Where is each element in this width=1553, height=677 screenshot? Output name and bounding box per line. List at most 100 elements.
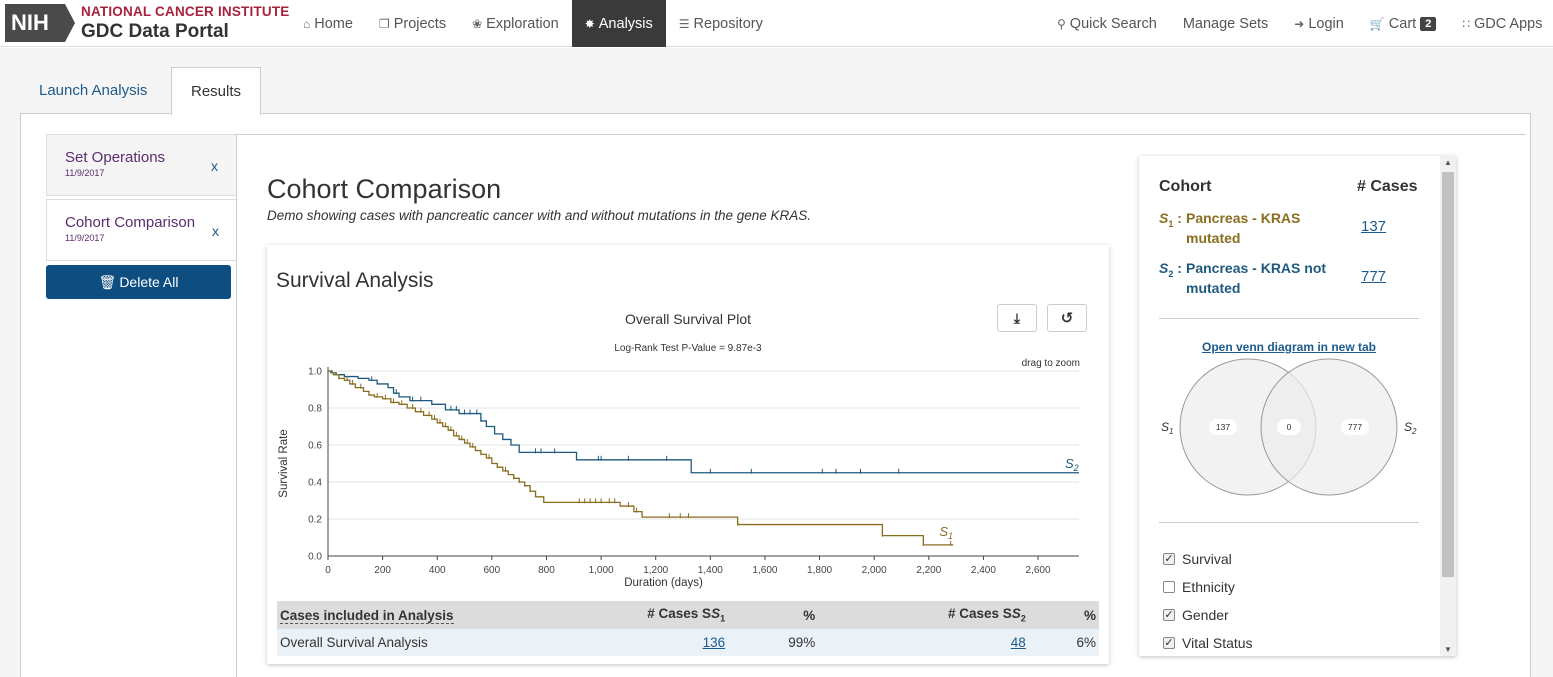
checkbox-checked-icon[interactable]: ✓ — [1163, 637, 1175, 649]
close-icon[interactable]: x — [211, 158, 218, 174]
analysis-icon: ✸ — [584, 16, 595, 31]
delete-all-label: Delete All — [119, 274, 179, 290]
checkbox-unchecked-icon[interactable] — [1163, 581, 1175, 593]
log-rank-pvalue: Log-Rank Test P-Value = 9.87e-3 — [614, 343, 762, 354]
checkbox-checked-icon[interactable]: ✓ — [1163, 553, 1175, 565]
divider — [1159, 522, 1419, 523]
x-tick-label: 1,200 — [643, 565, 668, 576]
checkbox-label: Survival — [1182, 551, 1232, 567]
cart-icon: 🛒 — [1369, 16, 1385, 31]
row-label: Overall Survival Analysis — [277, 629, 638, 656]
scrollbar-thumb[interactable] — [1442, 172, 1454, 577]
scroll-up-icon[interactable]: ▲ — [1444, 158, 1452, 167]
logo-gdc-text: GDC Data Portal — [81, 20, 229, 42]
y-tick-label: 1.0 — [308, 367, 322, 378]
right-nav: ⚲ Quick Search Manage Sets ➜ Login 🛒 Car… — [1044, 0, 1546, 47]
main-nav: ⌂ Home ❐ Projects ❀ Exploration ✸ Analys… — [290, 0, 776, 47]
nav-exploration[interactable]: ❀ Exploration — [459, 0, 572, 47]
nav-analysis-label: Analysis — [598, 15, 653, 32]
x-tick-label: 400 — [429, 565, 446, 576]
tab-launch-analysis[interactable]: Launch Analysis — [39, 82, 148, 99]
survival-plot[interactable]: 0.0 0.2 0.4 0.6 0.8 1.0 0 200 400 600 800 1,000 1,20… — [267, 245, 1109, 601]
y-tick-label: 0.0 — [308, 552, 322, 563]
nav-projects-label: Projects — [393, 15, 447, 32]
cohort-s2-count-link[interactable]: 777 — [1361, 268, 1387, 285]
checkbox-ethnicity[interactable]: Ethnicity — [1163, 579, 1235, 595]
nav-repository-label: Repository — [693, 15, 763, 32]
s2-percent: 6% — [1028, 629, 1099, 656]
venn-count-s2: 777 — [1348, 422, 1362, 432]
x-tick-label: 800 — [538, 565, 555, 576]
search-icon: ⚲ — [1057, 16, 1066, 31]
nav-repository[interactable]: ☰ Repository — [666, 0, 776, 47]
tab-results[interactable]: Results — [171, 67, 262, 115]
s1-cases-link[interactable]: 136 — [702, 635, 726, 650]
plot-title: Overall Survival Plot — [624, 311, 752, 327]
checkbox-gender[interactable]: ✓ Gender — [1163, 607, 1229, 623]
cart-label: Cart — [1388, 15, 1417, 32]
venn-count-s1: 137 — [1216, 422, 1230, 432]
right-panel-scrollbar[interactable]: ▲ ▼ — [1440, 156, 1456, 656]
download-icon: ⤓ — [1013, 309, 1021, 326]
checkbox-survival[interactable]: ✓ Survival — [1163, 551, 1232, 567]
projects-icon: ❐ — [378, 16, 390, 31]
series-label-s1: S1 — [939, 524, 953, 541]
download-button[interactable]: ⤓ — [997, 304, 1037, 332]
venn-pill-s1 — [1209, 419, 1237, 435]
reset-zoom-button[interactable]: ↺ — [1047, 304, 1087, 332]
venn-pill-s2 — [1341, 419, 1369, 435]
sidebar-item-date: 11/9/2017 — [65, 233, 105, 243]
checkbox-checked-icon[interactable]: ✓ — [1163, 609, 1175, 621]
login-label: Login — [1308, 15, 1344, 32]
nav-analysis[interactable]: ✸ Analysis — [571, 0, 666, 47]
nav-quick-search[interactable]: ⚲ Quick Search — [1044, 0, 1170, 47]
scroll-down-icon[interactable]: ▼ — [1444, 645, 1452, 654]
venn-diagram[interactable]: 137 0 777 S1 S2 — [1139, 356, 1439, 501]
checkbox-label: Gender — [1182, 607, 1229, 623]
series-label-s2: S2 — [1065, 456, 1079, 473]
x-tick-label: 2,400 — [971, 565, 996, 576]
nav-exploration-label: Exploration — [486, 15, 559, 32]
nav-projects[interactable]: ❐ Projects — [366, 0, 459, 47]
x-tick-label: 600 — [484, 565, 501, 576]
x-tick-label: 2,200 — [916, 565, 941, 576]
table-header-row: Cases included in Analysis # Cases SS1 %… — [277, 601, 1099, 629]
x-tick-label: 0 — [325, 565, 331, 576]
x-tick-label: 1,400 — [698, 565, 723, 576]
sidebar-item-set-operations[interactable]: Set Operations 11/9/2017 x — [46, 134, 237, 196]
x-tick-label: 200 — [374, 565, 391, 576]
delete-all-button[interactable]: 🗑 Delete All — [46, 265, 231, 299]
s2-cases-link[interactable]: 48 — [1010, 635, 1026, 650]
logo-nci-text: NATIONAL CANCER INSTITUTE — [81, 4, 290, 20]
x-axis-label: Duration (days) — [624, 577, 703, 589]
x-tick-label: 2,000 — [862, 565, 887, 576]
gdc-logo[interactable]: NIH NATIONAL CANCER INSTITUTE GDC Data P… — [5, 3, 290, 43]
table-row: Overall Survival Analysis 136 99% 48 6% — [277, 629, 1099, 656]
nav-cart[interactable]: 🛒 Cart 2 — [1357, 0, 1449, 47]
nav-home[interactable]: ⌂ Home — [290, 0, 366, 47]
cohort-s1-label: Pancreas - KRAS mutated — [1186, 210, 1301, 246]
venn-count-overlap: 0 — [1287, 422, 1292, 432]
quick-search-label: Quick Search — [1069, 15, 1157, 32]
cases-header: # Cases — [1357, 178, 1418, 195]
sidebar-item-title: Set Operations — [65, 149, 166, 166]
gdc-apps-label: GDC Apps — [1473, 15, 1543, 32]
cohort-s1-count-link[interactable]: 137 — [1361, 218, 1387, 235]
cart-count-badge: 2 — [1420, 16, 1437, 31]
nav-manage-sets[interactable]: Manage Sets — [1170, 0, 1281, 47]
nav-login[interactable]: ➜ Login — [1281, 0, 1357, 47]
venn-circle-s2[interactable] — [1260, 358, 1398, 496]
survival-card-title: Survival Analysis — [276, 269, 434, 292]
exploration-icon: ❀ — [472, 16, 483, 31]
x-tick-label: 1,600 — [752, 565, 777, 576]
survival-cases-table: Cases included in Analysis # Cases SS1 %… — [277, 601, 1099, 656]
top-header: NIH NATIONAL CANCER INSTITUTE GDC Data P… — [0, 0, 1553, 47]
sidebar-item-cohort-comparison[interactable]: Cohort Comparison 11/9/2017 x — [46, 199, 237, 261]
checkbox-vital-status[interactable]: ✓ Vital Status — [1163, 635, 1253, 651]
nav-gdc-apps[interactable]: ∷ GDC Apps — [1449, 0, 1546, 47]
close-icon[interactable]: x — [212, 223, 219, 239]
cohort-summary-panel: Cohort # Cases S1 : Pancreas - KRAS muta… — [1139, 156, 1456, 656]
cohort-s2-symbol: S2 : — [1159, 260, 1182, 279]
open-venn-link[interactable]: Open venn diagram in new tab — [1201, 340, 1377, 354]
home-icon: ⌂ — [303, 16, 311, 31]
